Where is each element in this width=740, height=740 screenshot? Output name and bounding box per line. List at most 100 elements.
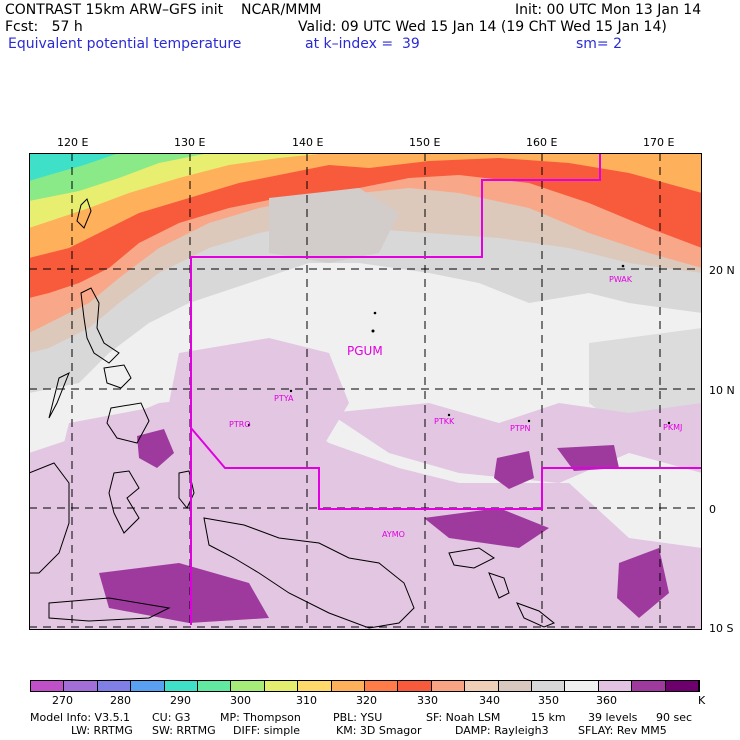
smoothing: sm= 2 xyxy=(576,36,623,52)
colorbar-swatch xyxy=(365,681,399,691)
field-patch-370-b xyxy=(494,451,534,489)
footer-pbl: PBL: YSU xyxy=(333,711,383,724)
colorbar-swatch xyxy=(632,681,666,691)
lat-label-20n: 20 N xyxy=(709,264,735,277)
colorbar-label-300: 300 xyxy=(230,694,251,707)
coast-solomons xyxy=(516,602,555,628)
colorbar-label-350: 350 xyxy=(538,694,559,707)
coast-luzon xyxy=(80,287,120,364)
field-band-310 xyxy=(29,153,702,228)
station-pwak: PWAK xyxy=(609,275,633,284)
map-frame xyxy=(29,153,702,630)
boundary-line xyxy=(190,153,601,625)
colorbar-swatch xyxy=(298,681,332,691)
footer-resolution: 15 km xyxy=(531,711,566,724)
footer-mp: MP: Thompson xyxy=(220,711,301,724)
colorbar-swatch xyxy=(532,681,566,691)
field-patch-370-f xyxy=(617,548,669,618)
island-yap xyxy=(289,389,293,393)
footer-km: KM: 3D Smagor xyxy=(336,724,422,737)
field-patch-370-e xyxy=(99,563,269,623)
colorbar-label-270: 270 xyxy=(52,694,73,707)
field-patch-370-a xyxy=(137,429,174,468)
colorbar-swatch xyxy=(498,681,532,691)
island-palau xyxy=(247,423,251,427)
lon-label-140e: 140 E xyxy=(292,136,324,149)
coast-new-britain xyxy=(448,547,495,569)
island-wake xyxy=(621,264,625,268)
field-patch-360-west xyxy=(169,338,349,473)
coast-borneo xyxy=(29,462,70,574)
colorbar-swatch xyxy=(64,681,98,691)
coast-sulawesi xyxy=(108,470,140,534)
title-model: CONTRAST 15km ARW–GFS init NCAR/MMM xyxy=(5,2,322,18)
island-guam xyxy=(371,329,375,333)
colorbar-label-340: 340 xyxy=(479,694,500,707)
forecast-hour: Fcst: 57 h xyxy=(5,19,83,35)
footer-sf: SF: Noah LSM xyxy=(426,711,501,724)
colorbar-swatch xyxy=(198,681,232,691)
colorbar-label-320: 320 xyxy=(356,694,377,707)
field-band-320 xyxy=(29,153,702,258)
island-chuuk xyxy=(447,413,451,417)
field-patch-370-c xyxy=(557,445,619,471)
footer-model-info: Model Info: V3.5.1 xyxy=(30,711,131,724)
colorbar-unit: K xyxy=(698,694,706,707)
coast-java-timor xyxy=(48,597,171,622)
colorbar-swatch xyxy=(164,681,198,691)
colorbar-label-280: 280 xyxy=(110,694,131,707)
lat-label-10s: 10 S xyxy=(709,622,734,635)
island-saipan xyxy=(373,311,377,315)
colorbar-label-310: 310 xyxy=(296,694,317,707)
coast-visayas xyxy=(103,364,132,389)
colorbar-swatch xyxy=(131,681,165,691)
station-ptkk: PTKK xyxy=(434,417,455,426)
station-pkmj: PKMJ xyxy=(663,423,682,432)
colorbar-swatch xyxy=(398,681,432,691)
field-patch-360-central xyxy=(329,403,702,483)
lat-label-10n: 10 N xyxy=(709,384,735,397)
station-ptpn: PTPN xyxy=(510,424,531,433)
init-time: Init: 00 UTC Mon 13 Jan 14 xyxy=(515,2,702,18)
footer-sw: SW: RRTMG xyxy=(152,724,216,737)
footer-cu: CU: G3 xyxy=(152,711,191,724)
coast-taiwan xyxy=(76,198,92,229)
colorbar-swatch xyxy=(31,681,65,691)
colorbar-label-360: 360 xyxy=(596,694,617,707)
field-patch-360-philippines xyxy=(59,408,179,493)
colorbar-swatch xyxy=(565,681,599,691)
station-pgum: PGUM xyxy=(347,344,383,358)
colorbar-swatch xyxy=(97,681,132,691)
coast-palawan xyxy=(48,371,70,419)
boundary-line-south xyxy=(190,427,702,510)
colorbar-swatch xyxy=(431,681,466,691)
lon-label-150e: 150 E xyxy=(409,136,441,149)
coast-new-guinea xyxy=(203,517,415,629)
station-ptro: PTRO xyxy=(229,420,251,429)
colorbar-swatch xyxy=(598,681,633,691)
coast-mindanao xyxy=(106,402,150,444)
level-index: at k–index = 39 xyxy=(305,36,420,52)
colorbar-swatch xyxy=(331,681,365,691)
lat-label-equator: 0 xyxy=(709,503,716,516)
theta-e-map: PGUM PWAK PTYA PTRO PTKK PTPN PKMJ AYMO xyxy=(29,153,702,630)
coast-bougainville xyxy=(488,572,510,599)
footer-lw: LW: RRTMG xyxy=(71,724,133,737)
field-patch-grey-east xyxy=(589,328,702,433)
footer-levels: 39 levels xyxy=(588,711,638,724)
lon-label-130e: 130 E xyxy=(174,136,206,149)
colorbar-label-290: 290 xyxy=(170,694,191,707)
colorbar-swatch xyxy=(465,681,499,691)
footer-timestep: 90 sec xyxy=(656,711,693,724)
valid-time: Valid: 09 UTC Wed 15 Jan 14 (19 ChT Wed … xyxy=(298,19,667,35)
field-patch-grey xyxy=(269,188,399,263)
field-name: Equivalent potential temperature xyxy=(8,36,242,52)
station-ptya: PTYA xyxy=(274,394,294,403)
field-patch-370-d xyxy=(424,508,549,548)
colorbar-label-330: 330 xyxy=(417,694,438,707)
lon-label-170e: 170 E xyxy=(643,136,675,149)
field-band-290 xyxy=(29,153,119,181)
colorbar xyxy=(30,680,700,692)
lon-label-120e: 120 E xyxy=(57,136,89,149)
colorbar-swatch xyxy=(264,681,299,691)
